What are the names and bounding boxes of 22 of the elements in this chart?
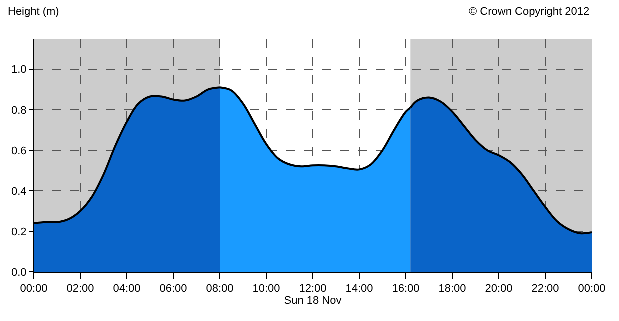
text: © Crown Copyright 2012 [469, 6, 590, 18]
x-tick-label: 02:00 [66, 283, 94, 296]
x-tick-label: 08:00 [206, 283, 234, 296]
x-tick-label: 06:00 [160, 283, 188, 296]
x-tick-label: 18:00 [438, 283, 466, 296]
x-tick-label: 00:00 [20, 283, 48, 296]
x-tick-label: 14:00 [346, 283, 374, 296]
x-tick-label: 10:00 [252, 283, 280, 296]
y-tick-label: 0.2 [12, 226, 27, 238]
y-tick-label: 1.0 [12, 64, 27, 76]
x-tick-label: 22:00 [532, 283, 560, 296]
x-tick-label: 00:00 [578, 283, 606, 296]
x-axis-title: Sun 18 Nov [284, 295, 342, 308]
y-tick-label: 0.6 [12, 145, 27, 158]
x-tick-label: 04:00 [113, 283, 141, 296]
y-tick-label: 0.0 [12, 266, 27, 279]
x-tick-label: 16:00 [392, 283, 420, 296]
y-axis-title: Height (m) [8, 6, 60, 18]
y-tick-label: 0.8 [12, 104, 27, 117]
y-tick-label: 0.4 [12, 186, 27, 198]
x-tick-label: 12:00 [299, 283, 327, 296]
x-tick-label: 20:00 [485, 283, 513, 296]
